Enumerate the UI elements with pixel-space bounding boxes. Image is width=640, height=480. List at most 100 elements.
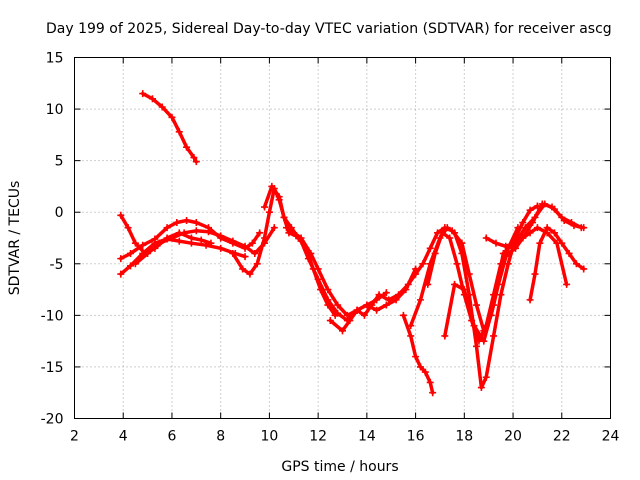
data-point-marker xyxy=(144,249,152,257)
data-point-marker xyxy=(168,113,176,121)
data-point-marker xyxy=(473,301,480,309)
data-point-marker xyxy=(443,224,451,232)
y-tick-label: -5 xyxy=(50,257,64,273)
data-point-marker xyxy=(280,213,288,221)
series-line xyxy=(401,313,435,395)
series-arc-14 xyxy=(482,200,588,250)
data-point-marker xyxy=(460,286,468,294)
y-tick-label: -10 xyxy=(41,308,64,324)
data-point-marker xyxy=(248,239,256,247)
y-tick-label: 15 xyxy=(46,51,64,67)
data-point-marker xyxy=(127,262,135,270)
data-point-marker xyxy=(502,242,510,250)
x-axis-label: GPS time / hours xyxy=(281,459,398,475)
series-line xyxy=(119,213,213,256)
data-point-marker xyxy=(580,265,588,273)
data-point-marker xyxy=(339,327,346,335)
x-tick-label: 8 xyxy=(216,429,225,445)
series-arc-1 xyxy=(139,90,200,166)
data-point-marker xyxy=(139,90,147,98)
series-line xyxy=(231,186,337,318)
data-point-marker xyxy=(304,255,312,263)
data-point-marker xyxy=(197,236,205,244)
data-point-marker xyxy=(526,206,534,214)
data-point-marker xyxy=(282,224,290,232)
data-point-marker xyxy=(139,241,147,249)
series-arc-8 xyxy=(282,224,420,319)
data-point-marker xyxy=(492,239,500,247)
data-point-marker xyxy=(385,296,393,304)
x-tick-label: 6 xyxy=(167,429,176,445)
data-point-marker xyxy=(458,249,466,257)
data-point-marker xyxy=(217,232,225,240)
data-point-marker xyxy=(399,311,407,319)
y-tick-label: -15 xyxy=(41,360,64,376)
data-point-marker xyxy=(412,270,420,278)
data-point-marker xyxy=(261,234,269,242)
data-point-marker xyxy=(416,296,424,304)
data-point-marker xyxy=(334,309,342,317)
series-arc-6 xyxy=(229,184,339,319)
data-point-marker xyxy=(124,224,132,232)
data-point-marker xyxy=(438,229,446,237)
series-arc-2 xyxy=(117,211,215,257)
y-tick-label: -20 xyxy=(41,412,64,428)
data-point-marker xyxy=(156,239,164,247)
data-point-marker xyxy=(117,270,125,278)
data-series xyxy=(117,90,588,397)
data-point-marker xyxy=(117,255,125,263)
data-point-marker xyxy=(265,208,273,216)
data-point-marker xyxy=(183,216,191,224)
data-point-marker xyxy=(431,249,439,257)
data-point-marker xyxy=(334,301,342,309)
data-point-marker xyxy=(526,296,534,304)
data-point-marker xyxy=(148,95,156,103)
data-point-marker xyxy=(558,239,566,247)
data-point-marker xyxy=(131,260,139,268)
data-point-marker xyxy=(268,182,276,190)
data-point-marker xyxy=(395,291,403,299)
x-tick-label: 2 xyxy=(70,429,79,445)
data-point-marker xyxy=(499,249,507,257)
data-point-marker xyxy=(307,249,315,257)
data-point-marker xyxy=(127,249,135,257)
data-point-marker xyxy=(353,306,361,314)
data-point-marker xyxy=(407,322,415,330)
data-point-marker xyxy=(175,128,183,136)
data-point-marker xyxy=(187,239,195,247)
data-point-marker xyxy=(343,311,351,319)
data-point-marker xyxy=(180,229,188,237)
data-point-marker xyxy=(241,242,249,250)
data-point-marker xyxy=(421,368,429,376)
data-point-marker xyxy=(482,234,490,242)
series-line xyxy=(484,202,586,249)
data-point-marker xyxy=(426,244,434,252)
series-arc-10 xyxy=(399,311,437,397)
plot-frame xyxy=(74,57,611,419)
data-point-marker xyxy=(446,234,454,242)
data-point-marker xyxy=(168,234,176,242)
y-tick-label: 0 xyxy=(55,205,64,221)
data-point-marker xyxy=(543,224,551,232)
data-point-marker xyxy=(407,332,415,340)
data-point-marker xyxy=(158,103,166,111)
data-point-marker xyxy=(412,353,420,361)
data-point-marker xyxy=(261,203,269,211)
data-point-marker xyxy=(217,244,225,252)
data-point-marker xyxy=(473,342,480,350)
x-tick-label: 12 xyxy=(309,429,327,445)
data-point-marker xyxy=(482,373,490,381)
data-point-marker xyxy=(382,301,390,309)
data-point-marker xyxy=(131,239,139,247)
data-point-marker xyxy=(253,260,261,268)
data-point-marker xyxy=(416,363,424,371)
data-point-marker xyxy=(536,239,544,247)
data-point-marker xyxy=(550,205,558,213)
data-point-marker xyxy=(326,317,334,325)
data-point-marker xyxy=(256,229,264,237)
data-point-marker xyxy=(404,280,412,288)
x-tick-label: 22 xyxy=(553,429,571,445)
data-point-marker xyxy=(429,389,437,397)
